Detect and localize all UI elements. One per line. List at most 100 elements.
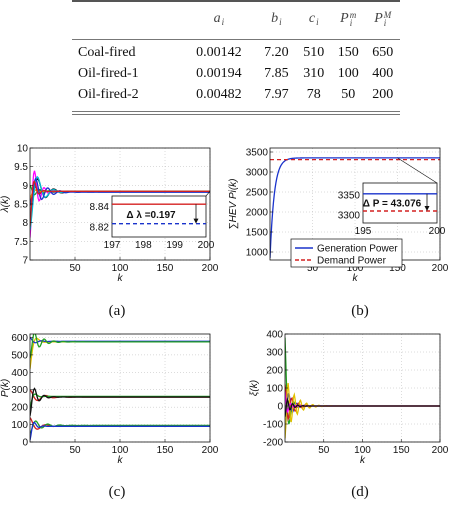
table-cell: 7.20	[264, 44, 289, 60]
series-line	[30, 421, 210, 441]
inset-y-tick-label: 3300	[338, 211, 361, 222]
table-bottom-rule-2	[72, 114, 400, 115]
y-tick-label: 7.5	[14, 237, 28, 248]
series-group	[30, 334, 210, 441]
table-row: Coal-fired 0.00142 7.20 510 150 650	[72, 42, 400, 63]
y-tick-label: 400	[11, 368, 28, 379]
chart-panel-d: 50 100 150 200 -200 -100 0 100 200 300 400 k ξ(k) (d)	[249, 330, 449, 501]
y-tick-label: 1000	[246, 248, 269, 259]
table-cell: 200	[372, 86, 394, 102]
table-grid: ai bi ci Pm i PM i Coal-fired 0.00142 7.20…	[72, 2, 400, 105]
series-line	[270, 157, 440, 259]
inset-y-tick-label: 8.82	[90, 222, 110, 233]
y-axis-label: λ(k)	[0, 196, 11, 214]
table-row: Oil-fired-2 0.00482 7.97 78 50 200	[72, 84, 400, 105]
inset-annotation: Δ P = 43.076	[363, 198, 422, 209]
inset-x-tick-label: 200	[429, 226, 446, 237]
x-tick-label: 200	[432, 263, 449, 274]
y-tick-label: 200	[266, 366, 283, 377]
y-tick-label: 9	[22, 181, 28, 192]
chart-panel-b: 50 100 150 200 1000 1500 2000 2500 3000 3500 k ∑HEV…	[228, 148, 449, 320]
chart-panel-a: 50 100 150 200 7 7.5 8 8.5 9 9.5 10 k λ(k) (a) Δ λ =0.…	[0, 144, 219, 320]
table-cell: 50	[341, 86, 356, 102]
x-tick-label: 100	[112, 263, 129, 274]
y-tick-label: 500	[11, 350, 28, 361]
table-cell: 150	[337, 44, 359, 60]
table-top-rule	[72, 0, 400, 2]
inset-x-tick-label: 200	[198, 240, 215, 251]
inset-frame	[362, 182, 438, 224]
y-tick-label: 3000	[246, 168, 269, 179]
series-group	[285, 337, 440, 439]
y-axis-label: ∑HEV Pi(k)	[228, 178, 239, 229]
parameter-table: ai bi ci Pm i PM i Coal-fired 0.00142 7.20…	[72, 0, 400, 115]
table-cell: 650	[372, 44, 394, 60]
panel-caption: (a)	[109, 303, 126, 319]
y-tick-label: 8.5	[14, 200, 28, 211]
y-tick-label: 300	[266, 348, 283, 359]
x-axis-label: k	[118, 455, 124, 466]
y-tick-label: 600	[11, 333, 28, 344]
x-tick-label: 150	[393, 445, 410, 456]
x-tick-label: 150	[157, 445, 174, 456]
y-tick-label: 100	[266, 384, 283, 395]
series-line	[30, 420, 210, 434]
x-tick-label: 50	[69, 263, 81, 274]
y-tick-label: 0	[277, 402, 283, 413]
y-tick-label: 0	[22, 438, 28, 449]
table-cell: 0.00194	[196, 65, 242, 81]
y-tick-label: 2000	[246, 208, 269, 219]
y-tick-label: 1500	[246, 228, 269, 239]
panel-caption: (d)	[351, 484, 369, 500]
y-tick-label: 7	[22, 256, 28, 267]
table-cell: Oil-fired-1	[78, 65, 139, 81]
legend-label: Generation Power	[317, 244, 398, 255]
header-cell: Pm i	[340, 10, 357, 28]
inset-y-tick-label: 3350	[338, 191, 361, 202]
inset-connector	[205, 191, 211, 197]
y-tick-label: 10	[17, 144, 29, 155]
panel-caption: (b)	[351, 303, 369, 319]
y-tick-label: 200	[11, 403, 28, 414]
table-row: Oil-fired-1 0.00194 7.85 310 100 400	[72, 63, 400, 84]
table-cell: 510	[303, 44, 325, 60]
y-tick-label: 3500	[246, 148, 269, 159]
series-line	[285, 397, 440, 417]
x-tick-label: 150	[389, 263, 406, 274]
table-cell: 0.00482	[196, 86, 242, 102]
legend-label: Demand Power	[317, 256, 387, 267]
x-tick-label: 50	[69, 445, 81, 456]
inset-frame	[111, 195, 207, 238]
table-cell: 310	[303, 65, 325, 81]
x-tick-label: 200	[202, 263, 219, 274]
y-tick-label: 2500	[246, 188, 269, 199]
y-tick-label: -100	[263, 420, 283, 431]
table-cell: 78	[306, 86, 321, 102]
header-cell: PM i	[374, 10, 392, 28]
series-line	[30, 393, 210, 408]
table-cell: 7.97	[264, 86, 289, 102]
series-group	[270, 157, 440, 259]
y-tick-label: 300	[11, 385, 28, 396]
table-mid-rule	[72, 38, 400, 40]
table-cell: 7.85	[264, 65, 289, 81]
table-cell: 400	[372, 65, 394, 81]
table-cell: 100	[337, 65, 359, 81]
table-cell: Coal-fired	[78, 44, 136, 60]
table-header-row: ai bi ci Pm i PM i	[72, 2, 400, 36]
inset-connector	[397, 157, 438, 184]
x-tick-label: 100	[354, 445, 371, 456]
table-cell: Oil-fired-2	[78, 86, 139, 102]
inset-arrow-head	[193, 218, 199, 224]
inset-zoom: Δ λ =0.197 197 198 199 200 8.82 8.84	[90, 191, 215, 251]
chart-panel-c: 50 100 150 200 0 100 200 300 400 500 600 k P(k) (c)	[0, 333, 219, 500]
x-tick-label: 100	[112, 445, 129, 456]
x-tick-label: 200	[432, 445, 449, 456]
y-axis-label: P(k)	[0, 379, 11, 397]
inset-x-tick-label: 198	[135, 240, 152, 251]
y-tick-label: 8	[22, 218, 28, 229]
legend-frame	[290, 238, 403, 268]
series-line	[30, 180, 210, 227]
panel-caption: (c)	[109, 484, 126, 500]
header-cell: ai	[213, 11, 225, 27]
